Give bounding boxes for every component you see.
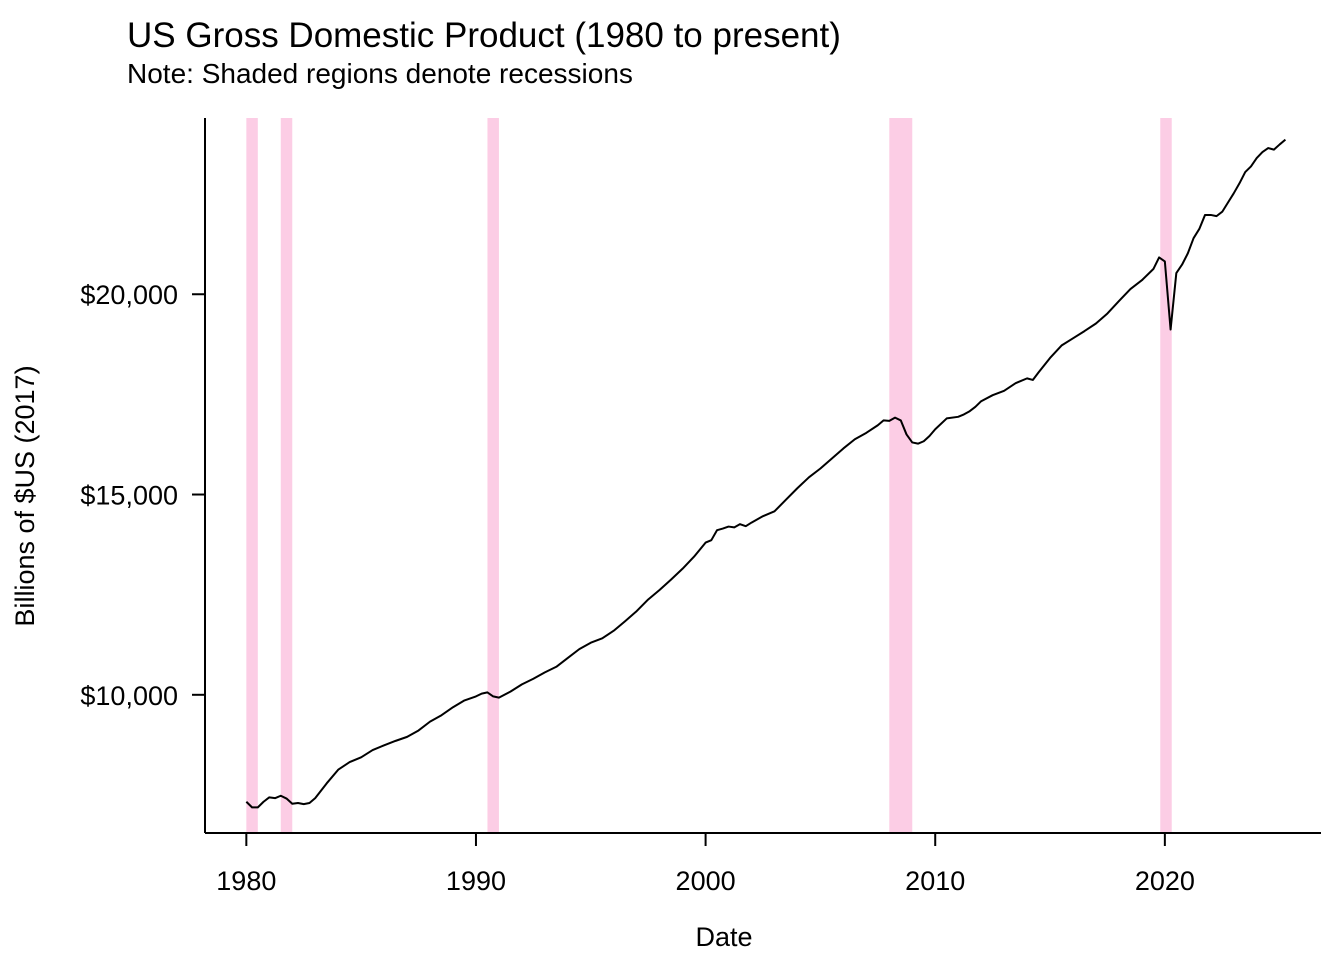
axes [204,118,1321,834]
y-ticks: $10,000 $15,000 $20,000 [80,280,205,711]
recession-band [889,118,913,833]
x-ticks: 1980 1990 2000 2010 2020 [216,833,1195,896]
series-layer [245,138,1287,809]
chart-subtitle: Note: Shaded regions denote recessions [127,58,633,89]
y-tick-label: $20,000 [80,280,178,310]
x-tick-label: 2020 [1135,866,1195,896]
recession-band [280,118,293,833]
y-tick-label: $10,000 [80,681,178,711]
x-tick-label: 2000 [676,866,736,896]
x-axis-title: Date [695,922,752,952]
x-tick-label: 2010 [905,866,965,896]
recession-band [246,118,258,833]
gdp-series-line [245,138,1287,809]
chart-title: US Gross Domestic Product (1980 to prese… [127,16,841,55]
y-axis-title: Billions of $US (2017) [10,365,40,626]
recession-band [487,118,499,833]
recession-bands [246,118,1172,833]
recession-band [1160,118,1172,833]
x-tick-label: 1980 [216,866,276,896]
y-tick-label: $15,000 [80,481,178,511]
x-tick-label: 1990 [446,866,506,896]
